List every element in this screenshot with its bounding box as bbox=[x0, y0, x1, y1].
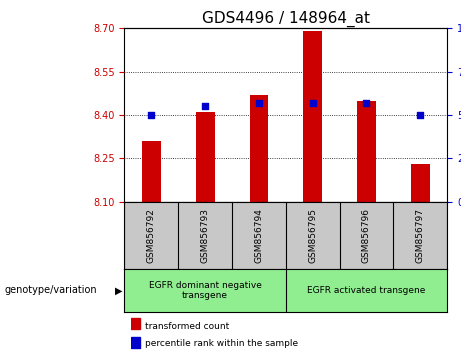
Text: EGFR dominant negative
transgene: EGFR dominant negative transgene bbox=[149, 281, 261, 300]
Text: EGFR activated transgene: EGFR activated transgene bbox=[307, 286, 426, 295]
Text: percentile rank within the sample: percentile rank within the sample bbox=[145, 339, 298, 348]
Bar bbox=[131, 318, 140, 329]
Text: GSM856794: GSM856794 bbox=[254, 208, 263, 263]
Text: GSM856796: GSM856796 bbox=[362, 208, 371, 263]
Text: transformed count: transformed count bbox=[145, 322, 230, 331]
Bar bbox=[131, 337, 140, 348]
Text: genotype/variation: genotype/variation bbox=[5, 285, 97, 295]
Title: GDS4496 / 148964_at: GDS4496 / 148964_at bbox=[202, 11, 370, 27]
Text: GSM856797: GSM856797 bbox=[416, 208, 425, 263]
Text: ▶: ▶ bbox=[115, 285, 123, 295]
Text: GSM856792: GSM856792 bbox=[147, 208, 156, 263]
Point bbox=[309, 100, 316, 106]
Text: GSM856793: GSM856793 bbox=[201, 208, 210, 263]
Point bbox=[255, 100, 263, 106]
Text: GSM856795: GSM856795 bbox=[308, 208, 317, 263]
Bar bbox=[357, 101, 376, 202]
Point bbox=[201, 103, 209, 109]
Point bbox=[148, 112, 155, 118]
Point bbox=[363, 100, 370, 106]
Bar bbox=[411, 164, 430, 202]
Bar bbox=[249, 95, 268, 202]
Point bbox=[417, 112, 424, 118]
Bar bbox=[303, 31, 322, 202]
Bar bbox=[142, 141, 161, 202]
Bar bbox=[196, 112, 214, 202]
